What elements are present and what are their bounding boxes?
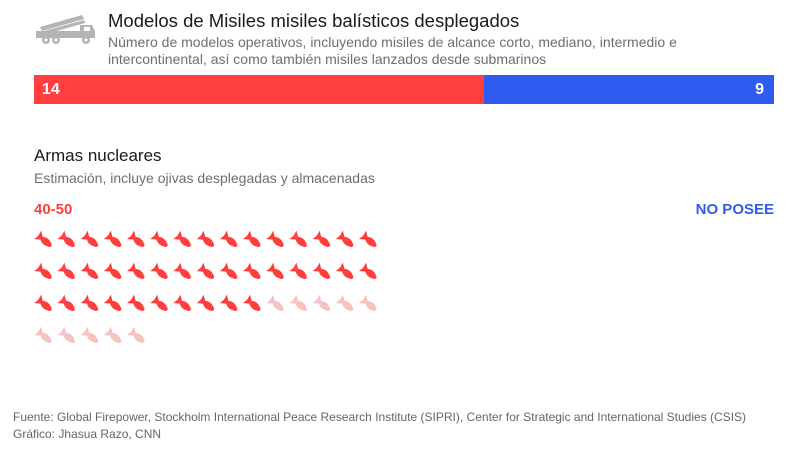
bomb-icon	[289, 294, 307, 311]
bomb-icon	[126, 326, 145, 343]
bomb-icon	[242, 262, 261, 279]
bomb-icon	[57, 262, 75, 279]
bomb-icon	[150, 262, 168, 279]
missile-launcher-truck-icon	[36, 15, 95, 44]
missiles-stacked-bar: 14 9	[34, 75, 774, 104]
bomb-icon	[34, 294, 52, 311]
bomb-icon	[173, 230, 191, 247]
bomb-icon	[242, 294, 261, 311]
bomb-icon	[266, 294, 284, 311]
bar-value-right: 9	[755, 80, 764, 98]
bomb-icon	[80, 326, 99, 343]
bomb-icon	[34, 230, 52, 247]
bomb-icon	[34, 262, 52, 279]
missiles-subtitle: Número de modelos operativos, incluyendo…	[108, 34, 677, 67]
bar-segment-left: 14	[34, 75, 485, 104]
bomb-icon	[196, 294, 215, 311]
bomb-icon	[80, 294, 99, 311]
nuclear-title: Armas nucleares	[34, 146, 162, 165]
bomb-icon	[335, 230, 354, 247]
bomb-icon	[358, 262, 377, 279]
bomb-icon	[358, 230, 377, 247]
nuclear-value-right: NO POSEE	[695, 201, 774, 218]
bomb-icon	[219, 262, 238, 279]
bomb-icon	[335, 262, 354, 279]
bomb-icon	[266, 262, 284, 279]
bomb-icon	[289, 230, 307, 247]
bar-value-left: 14	[42, 80, 60, 98]
footer-credit: Gráfico: Jhasua Razo, CNN	[13, 427, 162, 441]
bomb-icon	[266, 230, 284, 247]
bomb-icon	[103, 262, 122, 279]
bomb-icon	[312, 230, 331, 247]
bomb-icon	[242, 230, 261, 247]
bomb-icon	[173, 262, 191, 279]
bomb-icon	[57, 326, 75, 343]
bomb-icon	[103, 230, 122, 247]
bomb-icon	[173, 294, 191, 311]
bomb-icon	[312, 294, 331, 311]
bomb-icon	[196, 230, 215, 247]
bomb-icon	[358, 294, 377, 311]
bomb-icon	[150, 294, 168, 311]
bomb-icon	[80, 230, 99, 247]
nuclear-subtitle: Estimación, incluye ojivas desplegadas y…	[34, 170, 375, 186]
bomb-icon	[80, 262, 99, 279]
bomb-icon	[196, 262, 215, 279]
footer-source: Fuente: Global Firepower, Stockholm Inte…	[13, 410, 747, 424]
bomb-icon	[57, 294, 75, 311]
bomb-icon	[289, 262, 307, 279]
bomb-icon	[126, 294, 145, 311]
bomb-icon	[126, 230, 145, 247]
missiles-title: Modelos de Misiles misiles balísticos de…	[108, 10, 520, 31]
bomb-icon	[126, 262, 145, 279]
bomb-icon	[335, 294, 354, 311]
bomb-icon	[312, 262, 331, 279]
nuclear-value-left: 40-50	[34, 201, 73, 218]
bomb-icon	[103, 326, 122, 343]
bomb-icon	[150, 230, 168, 247]
bomb-icon	[34, 326, 52, 343]
bomb-icon	[57, 230, 75, 247]
bomb-icon	[103, 294, 122, 311]
bar-segment-right: 9	[484, 75, 774, 104]
bomb-icon	[219, 230, 238, 247]
bomb-icon	[219, 294, 238, 311]
bomb-pictogram	[34, 230, 377, 343]
